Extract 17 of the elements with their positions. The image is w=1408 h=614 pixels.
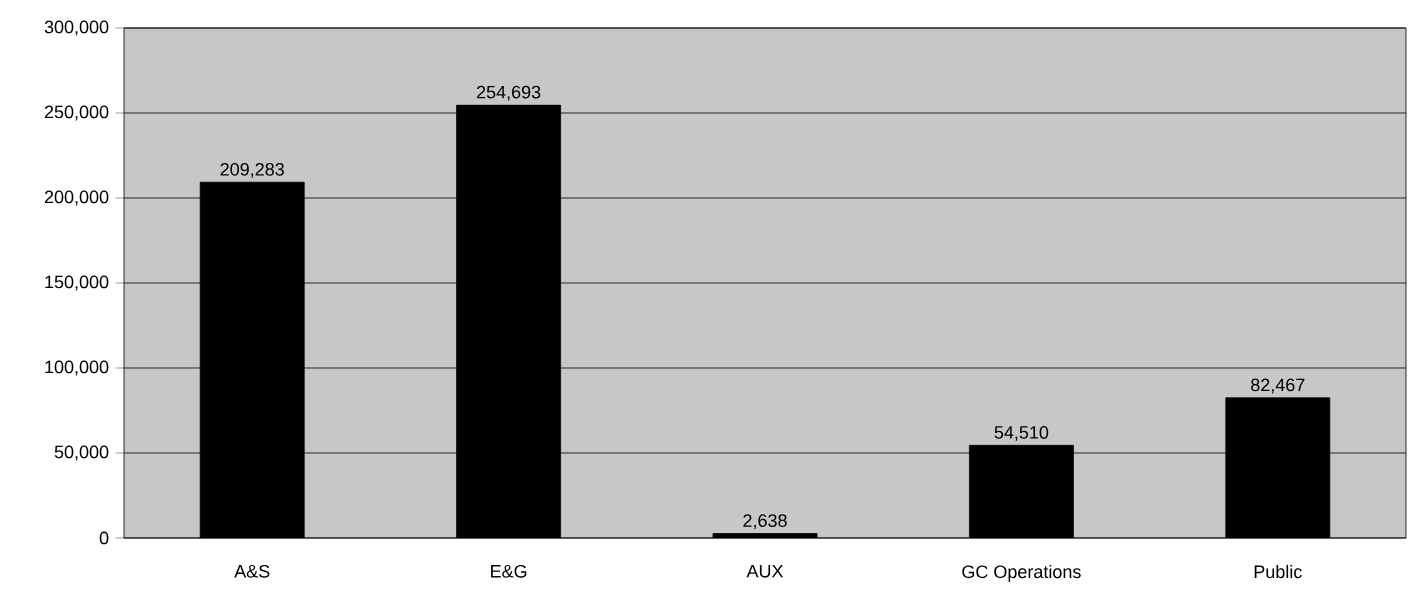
data-label: 2,638 — [743, 514, 787, 530]
y-tick-label: 0 — [99, 531, 109, 545]
y-tick-label: 50,000 — [54, 445, 109, 461]
x-tick-label: GC Operations — [962, 564, 1081, 582]
x-tick-label: Public — [1254, 564, 1302, 579]
x-tick-label: AUX — [746, 564, 784, 578]
y-tick-label: 150,000 — [45, 275, 109, 291]
data-label: 254,693 — [476, 85, 541, 101]
data-label: 209,283 — [220, 162, 284, 178]
x-tick-label: E&G — [491, 564, 527, 578]
y-tick-label: 200,000 — [44, 190, 109, 206]
y-tick-label: 100,000 — [45, 360, 109, 376]
data-label: 54,510 — [994, 426, 1049, 441]
data-label: 82,467 — [1251, 378, 1305, 394]
x-tick-label: A&S — [234, 564, 270, 578]
y-tick-label: 250,000 — [44, 105, 109, 121]
y-tick-label: 300,000 — [44, 20, 109, 36]
